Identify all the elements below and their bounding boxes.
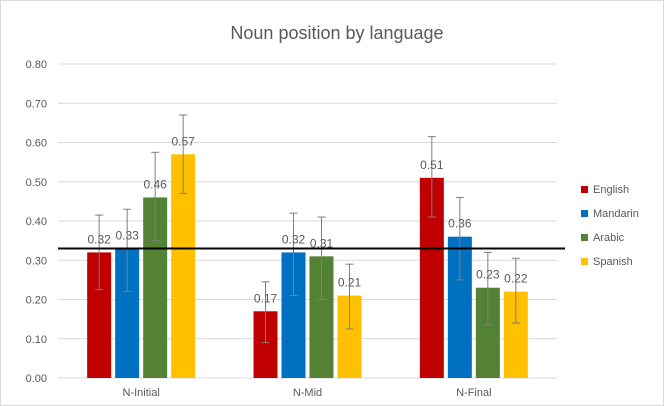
legend-label-arabic: Arabic	[593, 232, 625, 244]
y-tick-label: 0.50	[26, 177, 47, 189]
bar-mandarin	[115, 248, 140, 378]
y-tick-label: 0.80	[26, 59, 47, 71]
data-label: 0.36	[448, 217, 472, 231]
x-axis-category-labels: N-Initial N-Mid N-Final	[123, 387, 492, 399]
y-tick-label: 0.30	[26, 255, 47, 267]
data-label: 0.31	[310, 236, 334, 250]
legend-label-spanish: Spanish	[593, 256, 633, 268]
bars	[87, 154, 528, 378]
y-tick-label: 0.20	[26, 295, 47, 307]
data-label: 0.22	[504, 272, 528, 286]
data-label: 0.33	[115, 228, 139, 242]
y-tick-label: 0.70	[26, 98, 47, 110]
y-tick-label: 0.10	[26, 334, 47, 346]
legend: English Mandarin Arabic Spanish	[581, 184, 639, 268]
data-label: 0.51	[420, 158, 444, 172]
y-axis-tick-labels: 0.00 0.10 0.20 0.30 0.40 0.50 0.60 0.70 0.80	[26, 59, 47, 385]
category-label: N-Mid	[293, 387, 322, 399]
legend-swatch-english	[581, 186, 588, 193]
legend-swatch-arabic	[581, 234, 588, 241]
legend-swatch-spanish	[581, 258, 588, 265]
legend-swatch-mandarin	[581, 210, 588, 217]
y-tick-label: 0.40	[26, 216, 47, 228]
data-label: 0.32	[87, 232, 111, 246]
legend-label-english: English	[593, 184, 629, 196]
category-label: N-Initial	[123, 387, 160, 399]
data-label: 0.23	[476, 268, 500, 282]
data-label: 0.32	[282, 232, 306, 246]
error-bars	[95, 114, 520, 344]
data-label: 0.17	[254, 291, 278, 305]
legend-label-mandarin: Mandarin	[593, 208, 639, 220]
data-labels: 0.32 0.33 0.46 0.57 0.17 0.32 0.31 0.21 0.51 0.36…	[87, 134, 527, 305]
data-label: 0.57	[171, 134, 195, 148]
data-label: 0.46	[143, 177, 167, 191]
category-label: N-Final	[456, 387, 491, 399]
gridlines	[58, 63, 557, 379]
chart-title: Noun position by language	[230, 23, 443, 43]
y-tick-label: 0.60	[26, 138, 47, 150]
data-label: 0.21	[338, 276, 362, 290]
y-tick-label: 0.00	[26, 373, 47, 385]
